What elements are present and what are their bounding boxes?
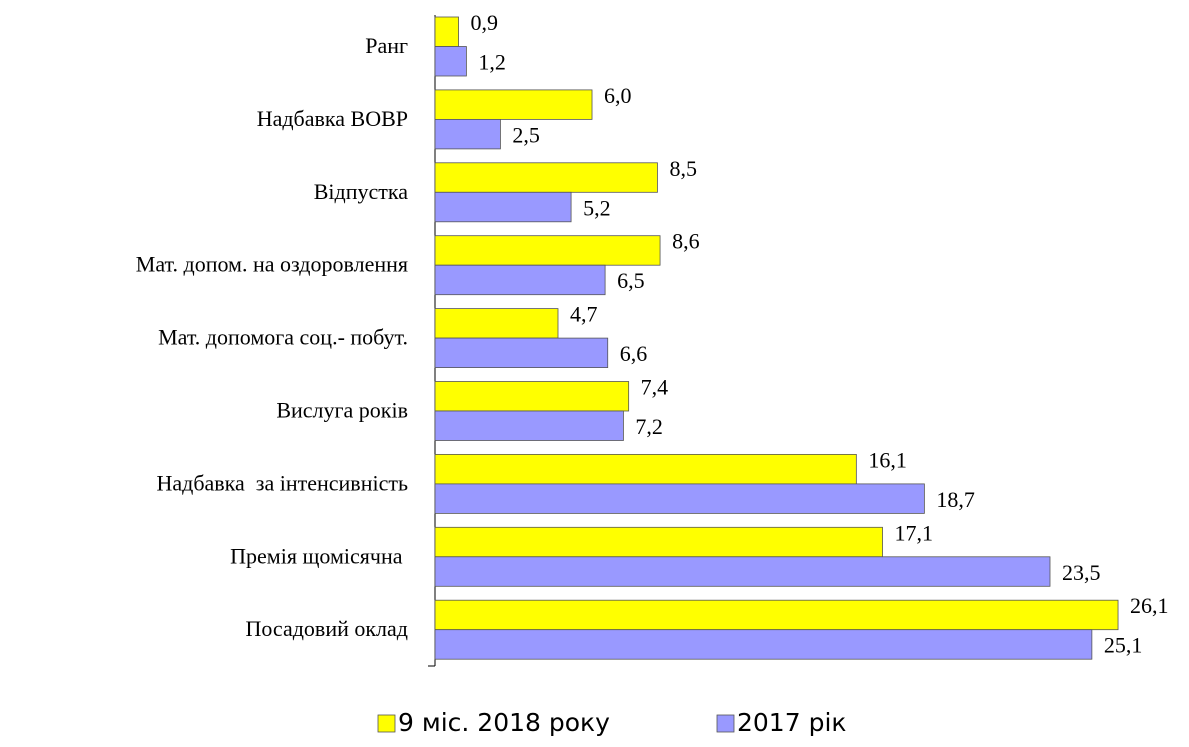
legend-swatch: [377, 714, 396, 733]
bar: [434, 235, 661, 266]
bar: [434, 453, 857, 485]
category-label: Відпустка: [314, 179, 408, 204]
value-label: 5,2: [583, 195, 611, 220]
bar: [434, 410, 624, 441]
bar: [434, 46, 467, 77]
category-label: Надбавка ВОВР: [257, 106, 408, 131]
category-label: Мат. допомога соц.- побут.: [158, 325, 408, 350]
value-label: 26,1: [1130, 593, 1169, 618]
value-label: 7,2: [635, 414, 663, 439]
category-label: Премія щомісячна: [230, 543, 408, 568]
category-label: Надбавка за інтенсивність: [156, 470, 408, 495]
bar: [434, 191, 572, 223]
bar: [434, 308, 559, 339]
value-label: 25,1: [1104, 633, 1143, 658]
bar: [434, 526, 883, 558]
legend-swatch: [716, 714, 735, 733]
value-label: 23,5: [1062, 560, 1101, 585]
bar: [434, 162, 658, 193]
bar: [434, 16, 459, 47]
legend-label: 2017 рік: [737, 708, 847, 737]
legend-label: 9 міс. 2018 року: [398, 708, 610, 737]
bar: [434, 264, 606, 296]
value-label: 8,6: [672, 229, 700, 254]
value-label: 2,5: [512, 122, 540, 147]
category-label: Ранг: [365, 33, 408, 58]
value-label: 18,7: [936, 487, 975, 512]
value-label: 16,1: [868, 447, 907, 472]
bar: [434, 381, 630, 412]
bar: [434, 599, 1119, 631]
value-label: 0,9: [471, 10, 499, 35]
bar: [434, 119, 501, 150]
category-label: Посадовий оклад: [246, 616, 409, 641]
value-label: 1,2: [478, 50, 506, 75]
bar: [434, 89, 593, 120]
category-label: Вислуга років: [276, 398, 408, 423]
bar: [434, 483, 925, 514]
value-label: 6,5: [617, 268, 645, 293]
bar: [434, 556, 1051, 587]
category-label: Мат. допом. на оздоровлення: [136, 252, 408, 277]
value-label: 6,0: [604, 83, 632, 108]
value-label: 7,4: [641, 375, 669, 400]
value-label: 4,7: [570, 302, 598, 327]
bar: [434, 337, 609, 369]
value-label: 6,6: [620, 341, 648, 366]
bar: [434, 629, 1093, 660]
value-label: 17,1: [895, 520, 934, 545]
value-label: 8,5: [669, 156, 697, 181]
